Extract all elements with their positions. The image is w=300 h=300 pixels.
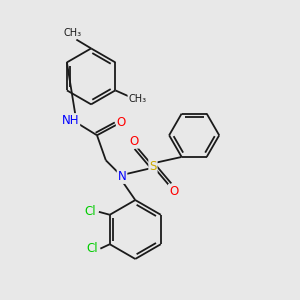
Text: O: O <box>129 135 138 148</box>
Text: CH₃: CH₃ <box>64 28 82 38</box>
Text: O: O <box>117 116 126 128</box>
Text: Cl: Cl <box>85 205 97 218</box>
Text: CH₃: CH₃ <box>128 94 146 104</box>
Text: N: N <box>118 170 126 183</box>
Text: NH: NH <box>62 114 79 127</box>
Text: Cl: Cl <box>86 242 98 255</box>
Text: S: S <box>149 160 157 173</box>
Text: O: O <box>169 185 178 198</box>
